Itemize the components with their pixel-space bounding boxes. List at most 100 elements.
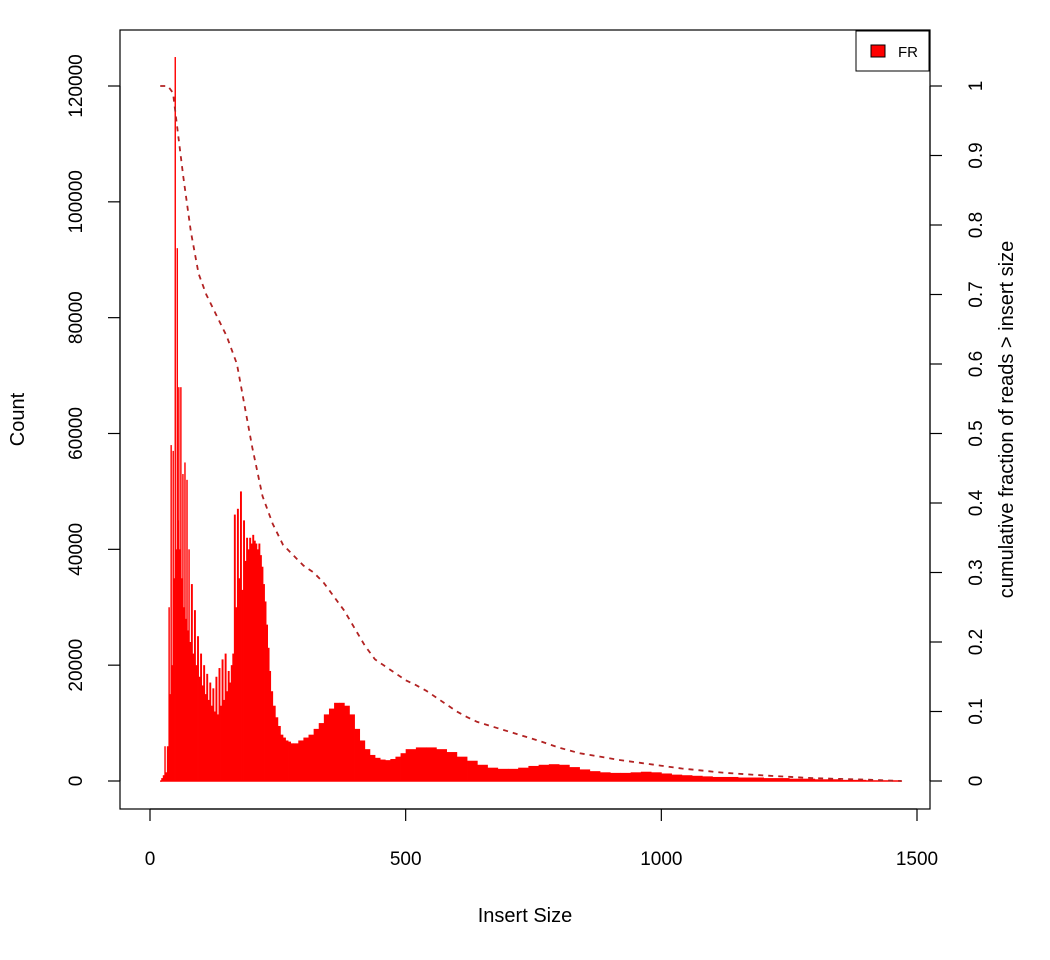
histogram-bar xyxy=(456,756,468,781)
histogram-layer xyxy=(160,57,903,782)
histogram-bar xyxy=(400,753,407,781)
histogram-bar xyxy=(405,749,417,781)
histogram-bar xyxy=(171,665,173,781)
histogram-bar xyxy=(275,717,279,781)
histogram-bar xyxy=(177,520,179,782)
histogram-bar xyxy=(243,520,245,782)
y-axis-right: 0 0.1 0.2 0.3 0.4 0.5 0.6 0.7 0.8 0.9 1 xyxy=(929,81,987,787)
histogram-bar xyxy=(280,734,284,781)
histogram-bar xyxy=(172,450,174,782)
histogram-bar xyxy=(181,578,183,781)
histogram-bar xyxy=(477,764,488,781)
histogram-bar xyxy=(215,676,218,781)
histogram-bar xyxy=(364,749,371,781)
x-tick-label: 0 xyxy=(145,849,156,870)
histogram-bar xyxy=(528,765,540,781)
histogram-bar xyxy=(538,764,550,781)
y2-tick-label: 0.8 xyxy=(966,212,987,238)
y2-tick-label: 0 xyxy=(966,776,987,787)
x-tick-label: 1000 xyxy=(640,849,682,870)
histogram-bar xyxy=(212,688,215,781)
histogram-bar xyxy=(207,699,210,781)
histogram-bar xyxy=(548,764,560,781)
histogram-bar xyxy=(186,479,188,781)
histogram-bar xyxy=(250,543,253,781)
histogram-bar xyxy=(195,665,198,781)
histogram-bar xyxy=(226,691,229,781)
histogram-bar xyxy=(173,578,175,781)
histogram-bar xyxy=(232,653,235,781)
histogram-bar xyxy=(569,767,580,781)
histogram-bar xyxy=(589,771,601,781)
histogram-bar xyxy=(630,772,642,781)
histogram-bar xyxy=(814,779,841,781)
histogram-bar xyxy=(185,618,187,781)
histogram-bar xyxy=(270,691,274,781)
histogram-bar xyxy=(169,694,171,782)
histogram-bar xyxy=(176,248,179,782)
histogram-bar xyxy=(344,705,350,781)
histogram-bar xyxy=(246,537,249,781)
histogram-bar xyxy=(197,636,199,781)
histogram-bar xyxy=(277,725,281,781)
histogram-bar xyxy=(187,630,189,781)
histogram-bar xyxy=(308,734,315,781)
histogram-bar xyxy=(188,549,190,781)
histogram-bar xyxy=(261,566,264,781)
histogram-bar xyxy=(288,741,292,781)
histogram-bar xyxy=(298,740,304,781)
histogram-bar xyxy=(266,624,268,782)
histogram-bar xyxy=(789,778,816,781)
histogram-bar xyxy=(190,584,193,781)
histogram-bar xyxy=(184,462,186,781)
histogram-bar xyxy=(507,768,519,781)
histogram-bar xyxy=(334,702,340,781)
histogram-bar xyxy=(303,737,309,781)
histogram-bar xyxy=(369,754,376,781)
histogram-bar xyxy=(385,760,391,781)
histogram-bar xyxy=(247,549,250,781)
histogram-bar xyxy=(359,740,366,781)
histogram-bar xyxy=(256,549,259,781)
y-tick-label: 20000 xyxy=(66,639,87,692)
y2-tick-label: 0.1 xyxy=(966,698,987,724)
histogram-bar xyxy=(290,743,294,781)
histogram-bar xyxy=(702,776,713,781)
histogram-bar xyxy=(264,601,267,781)
histogram-bar xyxy=(192,653,195,781)
histogram-bar xyxy=(241,589,244,782)
x-tick-label: 1500 xyxy=(896,849,938,870)
histogram-bar xyxy=(189,642,192,781)
histogram-bar xyxy=(216,714,219,781)
y2-axis-title: cumulative fraction of reads > insert si… xyxy=(996,241,1018,598)
y2-tick-label: 0.7 xyxy=(966,281,987,307)
histogram-bar xyxy=(162,775,165,781)
histogram-bar xyxy=(193,610,196,781)
histogram-bar xyxy=(178,387,180,781)
cumulative-fraction-line xyxy=(160,85,902,782)
histogram-bar xyxy=(467,760,478,781)
histogram-bar xyxy=(238,578,241,781)
histogram-bar xyxy=(210,705,213,781)
legend: FR xyxy=(855,30,930,72)
histogram-bar xyxy=(328,708,335,781)
histogram-bar xyxy=(221,659,224,782)
y2-tick-label: 0.9 xyxy=(966,142,987,168)
histogram-bar xyxy=(263,584,265,781)
histogram-bar xyxy=(497,768,509,781)
x-axis: 0 500 1000 1500 xyxy=(145,808,938,870)
histogram-bar xyxy=(244,560,247,781)
histogram-bar xyxy=(220,705,222,781)
histogram-bar xyxy=(763,778,790,781)
histogram-bar xyxy=(374,757,381,781)
histogram-bar xyxy=(318,723,325,781)
histogram-bar xyxy=(390,758,396,781)
histogram-bar xyxy=(395,756,401,781)
histogram-bar xyxy=(339,702,345,781)
histogram-bar xyxy=(180,387,182,781)
histogram-bar xyxy=(620,772,632,781)
y-tick-label: 120000 xyxy=(66,54,87,117)
y2-tick-label: 0.3 xyxy=(966,559,987,585)
histogram-bar xyxy=(267,647,270,781)
histogram-bar xyxy=(164,746,166,781)
